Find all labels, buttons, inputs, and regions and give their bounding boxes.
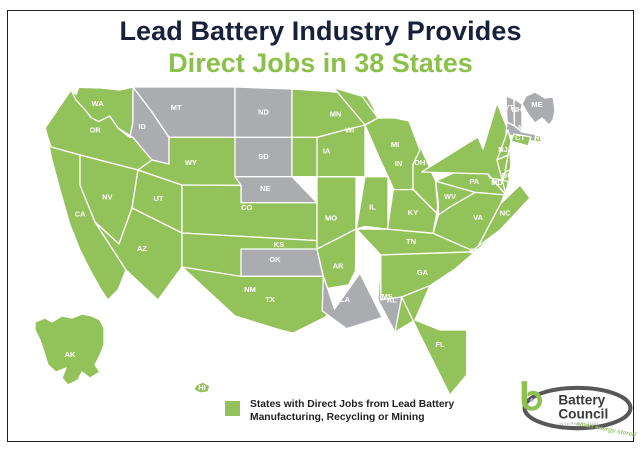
svg-text:ND: ND: [258, 108, 269, 117]
svg-text:MD: MD: [491, 178, 503, 187]
svg-text:Battery: Battery: [558, 392, 605, 407]
svg-text:AK: AK: [65, 350, 76, 359]
svg-text:MN: MN: [330, 109, 342, 118]
svg-text:IL: IL: [369, 203, 376, 212]
svg-text:NM: NM: [244, 285, 256, 294]
svg-text:CT: CT: [515, 133, 525, 142]
svg-text:MA: MA: [518, 123, 530, 132]
svg-text:NV: NV: [102, 192, 112, 201]
svg-text:HI: HI: [198, 383, 206, 392]
svg-text:SD: SD: [258, 152, 269, 161]
svg-text:ME: ME: [531, 100, 542, 109]
svg-text:WY: WY: [185, 158, 197, 167]
svg-text:KS: KS: [274, 240, 284, 249]
svg-text:VA: VA: [473, 213, 483, 222]
svg-text:GA: GA: [417, 268, 429, 277]
svg-text:UT: UT: [154, 194, 164, 203]
svg-text:MO: MO: [325, 213, 337, 222]
svg-text:NJ: NJ: [498, 145, 508, 154]
svg-text:NE: NE: [260, 184, 270, 193]
svg-text:TN: TN: [406, 237, 416, 246]
svg-text:SC: SC: [469, 246, 480, 255]
svg-text:MT: MT: [171, 103, 182, 112]
svg-text:OR: OR: [89, 125, 101, 134]
svg-text:NH: NH: [512, 105, 523, 114]
svg-text:MS: MS: [382, 292, 393, 301]
svg-text:FL: FL: [435, 340, 445, 349]
svg-text:AZ: AZ: [137, 244, 147, 253]
svg-text:CA: CA: [75, 209, 86, 218]
svg-text:IN: IN: [395, 159, 403, 168]
svg-text:LA: LA: [340, 295, 351, 304]
svg-text:KY: KY: [408, 208, 418, 217]
svg-text:AR: AR: [333, 261, 344, 270]
svg-text:WA: WA: [92, 99, 105, 108]
svg-text:OH: OH: [414, 158, 425, 167]
svg-text:PA: PA: [469, 177, 479, 186]
svg-text:MI: MI: [391, 140, 399, 149]
svg-text:DE: DE: [502, 171, 512, 180]
svg-text:NC: NC: [500, 209, 511, 218]
svg-text:TX: TX: [265, 295, 275, 304]
svg-text:OK: OK: [269, 255, 281, 264]
svg-text:WV: WV: [444, 192, 456, 201]
svg-text:CO: CO: [241, 203, 252, 212]
svg-text:WI: WI: [345, 125, 354, 134]
svg-text:RI: RI: [534, 133, 542, 142]
svg-text:NY: NY: [480, 115, 490, 124]
svg-text:ID: ID: [138, 122, 146, 131]
svg-text:Council: Council: [558, 407, 608, 422]
svg-text:IA: IA: [323, 146, 331, 155]
